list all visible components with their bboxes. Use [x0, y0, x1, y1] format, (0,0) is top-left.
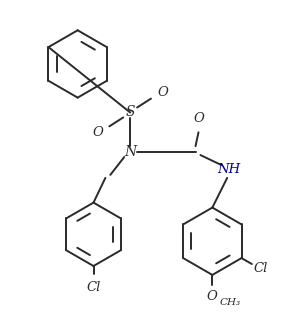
Text: S: S	[125, 106, 135, 120]
Text: CH₃: CH₃	[220, 298, 241, 307]
Text: Cl: Cl	[253, 262, 268, 275]
Text: Cl: Cl	[86, 281, 101, 294]
Text: NH: NH	[218, 163, 241, 176]
Text: O: O	[157, 86, 168, 99]
Text: O: O	[207, 290, 218, 303]
Text: O: O	[92, 126, 103, 139]
Text: O: O	[193, 112, 204, 125]
Text: N: N	[124, 145, 136, 159]
